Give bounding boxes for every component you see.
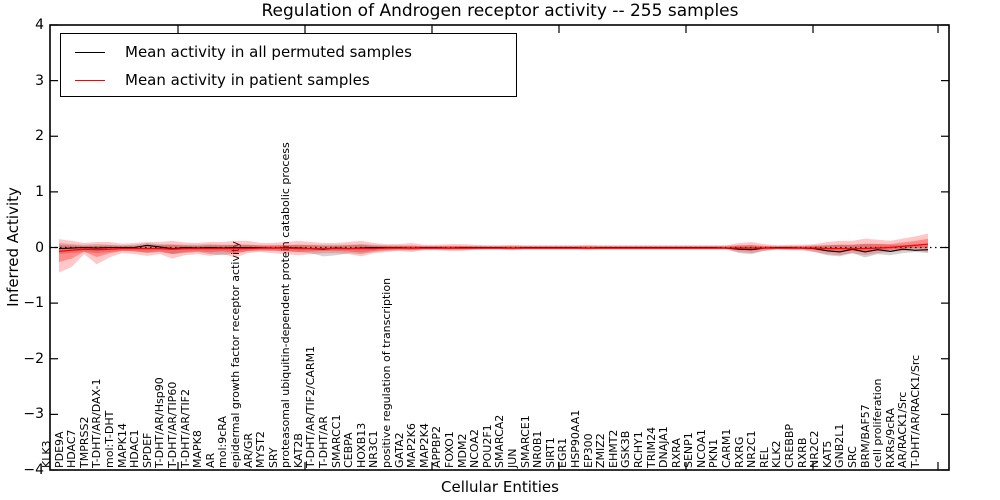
legend-line-permuted-icon xyxy=(75,51,105,53)
legend-line-patient-icon xyxy=(75,79,105,81)
x-axis-label: Cellular Entities xyxy=(441,478,559,496)
legend: Mean activity in all permuted samples Me… xyxy=(60,33,517,97)
y-tick-label: −2 xyxy=(23,350,44,367)
y-tick-label: 1 xyxy=(35,183,44,200)
y-tick-label: −1 xyxy=(23,295,44,312)
legend-item-permuted: Mean activity in all permuted samples xyxy=(61,38,516,66)
legend-item-patient: Mean activity in patient samples xyxy=(61,66,516,94)
patient-std-band-outer xyxy=(59,233,928,273)
patient-mean-line xyxy=(58,243,929,253)
permuted-std-band xyxy=(59,243,928,258)
legend-label-permuted: Mean activity in all permuted samples xyxy=(125,43,412,61)
chart-title: Regulation of Androgen receptor activity… xyxy=(261,1,739,21)
patient-std-band-inner xyxy=(59,238,928,262)
y-tick-label: 4 xyxy=(35,17,44,33)
y-tick-label: −4 xyxy=(23,462,44,478)
y-axis-label: Inferred Activity xyxy=(4,187,22,307)
y-tick-label: 3 xyxy=(35,72,44,89)
legend-label-patient: Mean activity in patient samples xyxy=(125,71,370,89)
y-tick-label: 2 xyxy=(35,128,44,145)
y-tick-label: −3 xyxy=(23,406,44,423)
y-tick-label: 0 xyxy=(35,239,44,256)
